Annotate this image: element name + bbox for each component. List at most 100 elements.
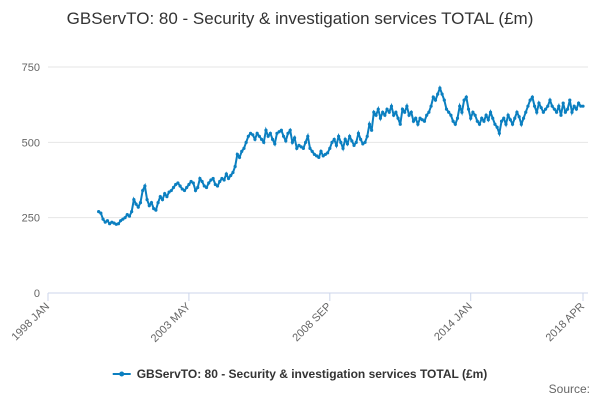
point	[460, 110, 464, 114]
point	[178, 184, 182, 188]
point	[370, 128, 374, 132]
point	[433, 98, 438, 102]
point	[176, 181, 180, 185]
point	[422, 119, 427, 123]
point	[171, 185, 176, 190]
point	[409, 110, 413, 114]
chart-title: GBServTO: 80 - Security & investigation …	[66, 9, 534, 28]
point	[251, 133, 255, 137]
point	[163, 191, 167, 196]
point	[343, 137, 347, 141]
point	[517, 115, 521, 119]
point	[132, 197, 136, 202]
point	[337, 134, 341, 138]
point	[191, 181, 195, 185]
point	[447, 110, 451, 114]
point	[235, 152, 239, 156]
point	[288, 128, 292, 132]
point	[493, 122, 497, 126]
point	[374, 113, 378, 117]
point	[158, 194, 162, 199]
point	[198, 176, 202, 181]
point	[136, 205, 140, 209]
point	[574, 107, 578, 111]
point	[328, 146, 332, 150]
point	[308, 146, 312, 150]
point	[554, 110, 559, 114]
point	[530, 95, 534, 99]
point	[403, 110, 407, 114]
point	[455, 116, 460, 120]
point	[244, 140, 248, 144]
point	[279, 128, 283, 132]
point	[259, 137, 264, 141]
point	[425, 113, 429, 117]
x-tick-label: 2008 SEP	[290, 301, 334, 345]
point	[398, 122, 402, 126]
point	[273, 142, 277, 146]
point	[345, 142, 350, 146]
x-tick-label: 2018 APR	[544, 301, 588, 345]
point	[200, 179, 204, 184]
point	[160, 197, 165, 202]
point	[341, 146, 345, 150]
point	[264, 128, 268, 132]
point	[550, 104, 554, 108]
point	[466, 107, 471, 111]
point	[471, 110, 475, 114]
point	[491, 116, 495, 120]
point	[519, 122, 523, 126]
point	[510, 122, 515, 126]
point	[427, 110, 431, 114]
point	[436, 92, 440, 96]
point	[513, 116, 517, 120]
point	[363, 140, 367, 144]
point	[193, 188, 198, 193]
point	[211, 176, 215, 181]
point	[462, 98, 466, 102]
point	[440, 92, 444, 96]
point	[537, 101, 541, 105]
point	[414, 116, 418, 120]
point	[431, 95, 435, 99]
point	[488, 110, 493, 114]
point	[387, 110, 391, 114]
point	[480, 116, 484, 120]
point	[301, 146, 305, 150]
point	[156, 201, 160, 205]
point	[182, 188, 187, 193]
point	[204, 185, 209, 190]
point	[354, 140, 358, 144]
point	[266, 134, 270, 138]
point	[101, 217, 105, 221]
point	[521, 116, 526, 120]
point	[524, 110, 528, 114]
point	[376, 107, 380, 111]
point	[539, 106, 543, 110]
point	[246, 134, 250, 138]
point	[147, 204, 151, 208]
point	[224, 172, 228, 176]
point	[295, 146, 299, 150]
point	[515, 110, 519, 114]
legend-marker	[119, 371, 125, 377]
point	[141, 188, 145, 193]
x-tick-label: 1998 JAN	[9, 301, 52, 344]
point	[231, 170, 235, 175]
point	[442, 98, 446, 102]
point	[229, 173, 233, 178]
point	[240, 149, 244, 153]
point	[475, 119, 479, 123]
x-tick-label: 2014 JAN	[432, 301, 475, 344]
point	[215, 184, 220, 188]
point	[233, 164, 237, 169]
x-tick-label: 2003 MAY	[149, 300, 194, 345]
point	[559, 113, 563, 117]
point	[504, 122, 508, 126]
point	[127, 214, 132, 218]
point	[350, 139, 354, 143]
point	[196, 185, 200, 190]
point	[286, 131, 290, 135]
point	[464, 95, 468, 99]
point	[365, 134, 369, 138]
